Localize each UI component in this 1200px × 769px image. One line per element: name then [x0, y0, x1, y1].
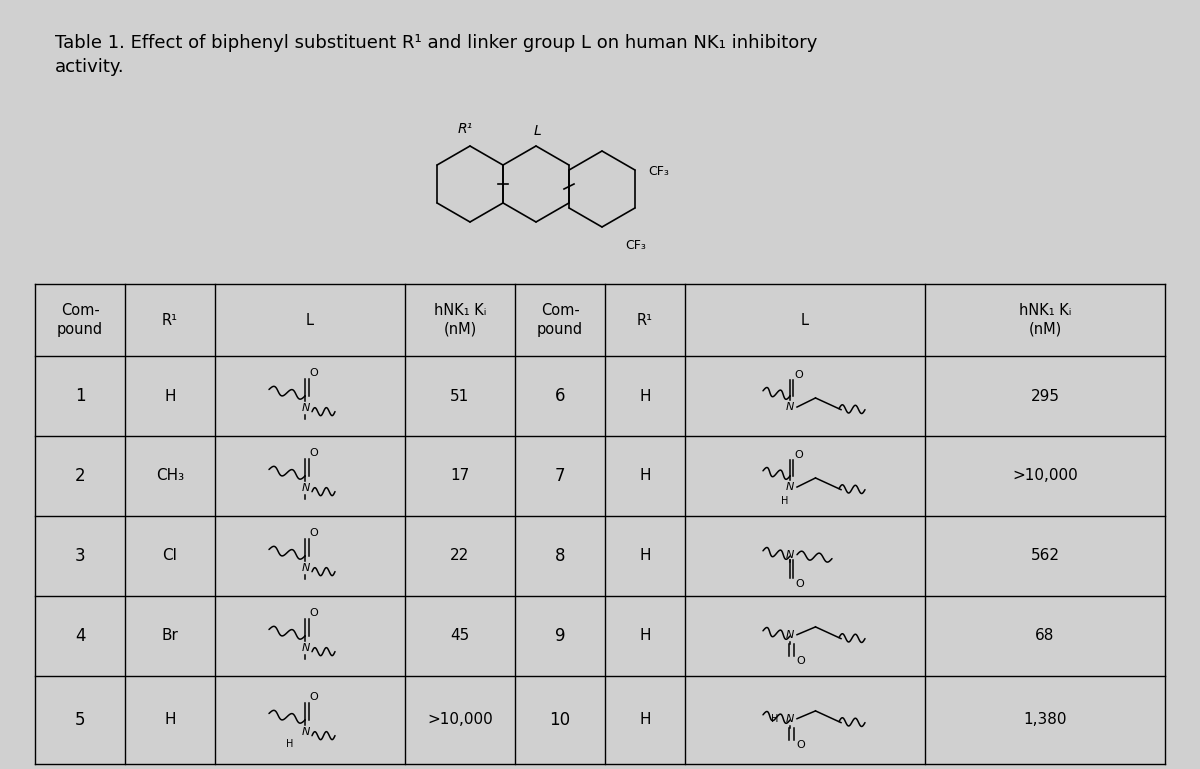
Text: 4: 4 [74, 627, 85, 645]
Text: H: H [640, 548, 650, 564]
Text: O: O [794, 450, 803, 460]
Text: hNK₁ Kᵢ
(nM): hNK₁ Kᵢ (nM) [1019, 303, 1072, 337]
Text: 2: 2 [74, 467, 85, 485]
Text: N: N [302, 563, 310, 573]
Text: R¹: R¹ [457, 122, 473, 136]
Text: 22: 22 [450, 548, 469, 564]
Text: 45: 45 [450, 628, 469, 644]
Text: hNK₁ Kᵢ
(nM): hNK₁ Kᵢ (nM) [434, 303, 486, 337]
Text: 9: 9 [554, 627, 565, 645]
Text: 3: 3 [74, 547, 85, 565]
Text: 7: 7 [554, 467, 565, 485]
Text: O: O [796, 656, 805, 666]
Text: N: N [786, 402, 794, 412]
Text: 17: 17 [450, 468, 469, 484]
Text: CF₃: CF₃ [625, 239, 646, 252]
Text: L: L [306, 312, 314, 328]
Text: 51: 51 [450, 388, 469, 404]
Text: H: H [640, 388, 650, 404]
Text: N: N [302, 727, 310, 737]
Text: Br: Br [162, 628, 179, 644]
Text: >10,000: >10,000 [427, 713, 493, 727]
Text: 8: 8 [554, 547, 565, 565]
Text: 562: 562 [1031, 548, 1060, 564]
Text: R¹: R¹ [637, 312, 653, 328]
Text: L: L [534, 124, 542, 138]
Text: 6: 6 [554, 387, 565, 405]
Text: 295: 295 [1031, 388, 1060, 404]
Text: O: O [310, 368, 318, 378]
Text: >10,000: >10,000 [1012, 468, 1078, 484]
Text: Cl: Cl [162, 548, 178, 564]
Text: N: N [786, 630, 794, 640]
Text: O: O [796, 740, 805, 750]
Text: Table 1. Effect of biphenyl substituent R¹ and linker group L on human NK₁ inhib: Table 1. Effect of biphenyl substituent … [55, 34, 817, 75]
Text: 1: 1 [74, 387, 85, 405]
Text: N: N [302, 483, 310, 493]
Text: R¹: R¹ [162, 312, 178, 328]
Text: 68: 68 [1036, 628, 1055, 644]
Text: Com-
pound: Com- pound [56, 303, 103, 337]
Text: O: O [310, 448, 318, 458]
Text: H: H [164, 713, 175, 727]
Text: H: H [772, 714, 779, 724]
Text: L: L [802, 312, 809, 328]
Text: H: H [640, 468, 650, 484]
Text: H: H [287, 739, 294, 749]
Text: O: O [794, 370, 803, 380]
Text: O: O [310, 528, 318, 538]
Text: 1,380: 1,380 [1024, 713, 1067, 727]
Text: H: H [640, 628, 650, 644]
Text: 10: 10 [550, 711, 570, 729]
Text: O: O [310, 608, 318, 618]
Text: N: N [786, 714, 794, 724]
Text: O: O [796, 579, 804, 589]
Text: N: N [786, 550, 794, 560]
Text: N: N [302, 403, 310, 413]
Text: Com-
pound: Com- pound [536, 303, 583, 337]
Text: H: H [781, 496, 788, 506]
Text: H: H [640, 713, 650, 727]
Text: N: N [302, 643, 310, 653]
Text: 5: 5 [74, 711, 85, 729]
Text: CF₃: CF₃ [648, 165, 668, 178]
Text: H: H [164, 388, 175, 404]
Text: CH₃: CH₃ [156, 468, 184, 484]
Text: O: O [310, 692, 318, 702]
Text: N: N [786, 482, 794, 492]
